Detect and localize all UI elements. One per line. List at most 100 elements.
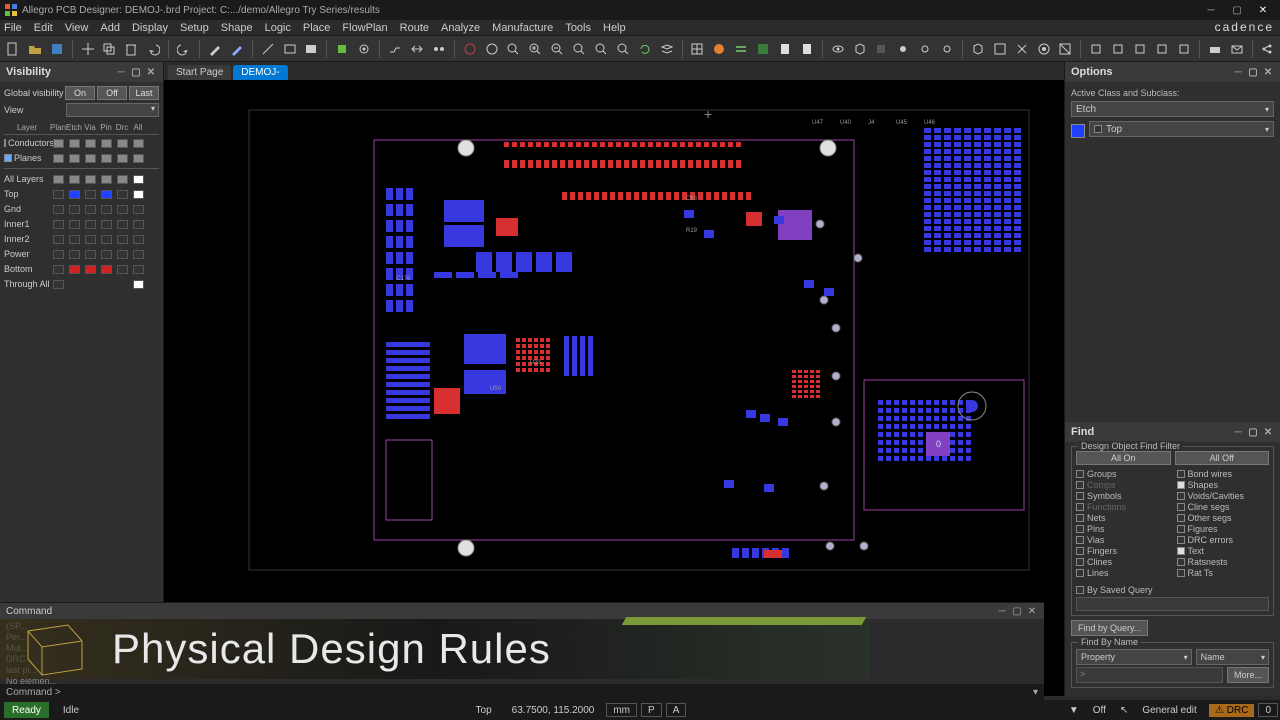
menu-view[interactable]: View bbox=[65, 22, 89, 34]
layer-swatch[interactable] bbox=[53, 220, 64, 229]
find-prop-select[interactable]: Property bbox=[1076, 649, 1192, 665]
all-off-button[interactable]: All Off bbox=[1175, 451, 1270, 465]
find-checkbox[interactable] bbox=[1177, 547, 1185, 555]
layer-swatch[interactable] bbox=[117, 175, 128, 184]
status-p[interactable]: P bbox=[641, 703, 662, 717]
class-select[interactable]: Etch bbox=[1071, 101, 1274, 117]
layer-swatch[interactable] bbox=[117, 220, 128, 229]
layer-swatch[interactable] bbox=[85, 154, 96, 163]
tab-start-page[interactable]: Start Page bbox=[168, 65, 231, 80]
highlight-icon[interactable] bbox=[228, 40, 246, 58]
layer-swatch[interactable] bbox=[101, 220, 112, 229]
opt-min-icon[interactable]: ─ bbox=[1232, 66, 1244, 78]
subclass-swatch[interactable] bbox=[1071, 124, 1085, 138]
zoom-prev-icon[interactable] bbox=[570, 40, 588, 58]
menu-place[interactable]: Place bbox=[303, 22, 331, 34]
view-select[interactable] bbox=[66, 103, 159, 117]
menu-help[interactable]: Help bbox=[603, 22, 626, 34]
layer-swatch[interactable] bbox=[85, 265, 96, 274]
undo-icon[interactable] bbox=[144, 40, 162, 58]
layer-swatch[interactable] bbox=[117, 265, 128, 274]
menu-route[interactable]: Route bbox=[400, 22, 429, 34]
cmd-close-icon[interactable]: ✕ bbox=[1026, 605, 1038, 617]
find-checkbox[interactable] bbox=[1177, 569, 1185, 577]
layer-swatch[interactable] bbox=[101, 265, 112, 274]
slide-icon[interactable] bbox=[408, 40, 426, 58]
layer-swatch[interactable] bbox=[117, 190, 128, 199]
color-icon[interactable] bbox=[710, 40, 728, 58]
vis-last-button[interactable]: Last bbox=[129, 86, 159, 100]
find-checkbox[interactable] bbox=[1177, 503, 1185, 511]
menu-tools[interactable]: Tools bbox=[565, 22, 591, 34]
sun2-icon[interactable] bbox=[916, 40, 934, 58]
print-icon[interactable] bbox=[1206, 40, 1224, 58]
pick-icon[interactable] bbox=[206, 40, 224, 58]
layer-checkbox[interactable] bbox=[4, 154, 12, 162]
opt-max-icon[interactable]: ▢ bbox=[1247, 66, 1259, 78]
cube-icon[interactable] bbox=[969, 40, 987, 58]
layer-swatch[interactable] bbox=[69, 235, 80, 244]
find-checkbox[interactable] bbox=[1076, 470, 1084, 478]
find-checkbox[interactable] bbox=[1076, 569, 1084, 577]
layer-swatch[interactable] bbox=[69, 154, 80, 163]
zoom-fit-icon[interactable] bbox=[505, 40, 523, 58]
layer-swatch[interactable] bbox=[101, 205, 112, 214]
layer-swatch[interactable] bbox=[53, 154, 64, 163]
sun-icon[interactable] bbox=[894, 40, 912, 58]
rect-fill-icon[interactable] bbox=[303, 40, 321, 58]
close-button[interactable]: ✕ bbox=[1250, 1, 1276, 19]
layer-swatch[interactable] bbox=[133, 280, 144, 289]
menu-add[interactable]: Add bbox=[100, 22, 120, 34]
menu-analyze[interactable]: Analyze bbox=[441, 22, 480, 34]
layer-swatch[interactable] bbox=[85, 190, 96, 199]
layer-swatch[interactable] bbox=[117, 139, 128, 148]
menu-setup[interactable]: Setup bbox=[180, 22, 209, 34]
saved-query-field[interactable] bbox=[1076, 597, 1269, 611]
command-prompt[interactable]: Command > bbox=[6, 687, 61, 698]
find-checkbox[interactable] bbox=[1177, 536, 1185, 544]
zoom-in-icon[interactable] bbox=[526, 40, 544, 58]
show-icon[interactable] bbox=[829, 40, 847, 58]
find-name-input[interactable]: > bbox=[1076, 667, 1223, 683]
layer-swatch[interactable] bbox=[85, 250, 96, 259]
layer-swatch[interactable] bbox=[53, 265, 64, 274]
xsect-icon[interactable] bbox=[732, 40, 750, 58]
panel-min-icon[interactable]: ─ bbox=[115, 66, 127, 78]
layer-swatch[interactable] bbox=[85, 220, 96, 229]
opt-close-icon[interactable]: ✕ bbox=[1262, 66, 1274, 78]
save-icon[interactable] bbox=[48, 40, 66, 58]
more-button[interactable]: More... bbox=[1227, 667, 1269, 683]
t3-icon[interactable] bbox=[1131, 40, 1149, 58]
layer-swatch[interactable] bbox=[85, 205, 96, 214]
find-checkbox[interactable] bbox=[1076, 492, 1084, 500]
layer-swatch[interactable] bbox=[53, 205, 64, 214]
find-checkbox[interactable] bbox=[1177, 558, 1185, 566]
find-checkbox[interactable] bbox=[1177, 470, 1185, 478]
layer-swatch[interactable] bbox=[69, 205, 80, 214]
layer-swatch[interactable] bbox=[133, 265, 144, 274]
layer-swatch[interactable] bbox=[53, 175, 64, 184]
open-icon[interactable] bbox=[26, 40, 44, 58]
find-checkbox[interactable] bbox=[1177, 492, 1185, 500]
layer-swatch[interactable] bbox=[101, 235, 112, 244]
zoom-world-icon[interactable] bbox=[614, 40, 632, 58]
find-checkbox[interactable] bbox=[1177, 481, 1185, 489]
all-on-button[interactable]: All On bbox=[1076, 451, 1171, 465]
status-off[interactable]: Off bbox=[1083, 705, 1116, 716]
layer-swatch[interactable] bbox=[53, 139, 64, 148]
t1-icon[interactable] bbox=[1087, 40, 1105, 58]
menu-edit[interactable]: Edit bbox=[34, 22, 53, 34]
find-checkbox[interactable] bbox=[1076, 547, 1084, 555]
place-icon[interactable] bbox=[333, 40, 351, 58]
layer-swatch[interactable] bbox=[133, 154, 144, 163]
win-icon[interactable] bbox=[991, 40, 1009, 58]
zoom-sel-icon[interactable] bbox=[592, 40, 610, 58]
delete-icon[interactable] bbox=[122, 40, 140, 58]
layer-swatch[interactable] bbox=[133, 139, 144, 148]
refresh-icon[interactable] bbox=[636, 40, 654, 58]
layer-swatch[interactable] bbox=[101, 250, 112, 259]
layer-swatch[interactable] bbox=[85, 235, 96, 244]
t5-icon[interactable] bbox=[1175, 40, 1193, 58]
status-drc[interactable]: ⚠ DRC bbox=[1209, 704, 1255, 717]
panel-close-icon[interactable]: ✕ bbox=[145, 66, 157, 78]
